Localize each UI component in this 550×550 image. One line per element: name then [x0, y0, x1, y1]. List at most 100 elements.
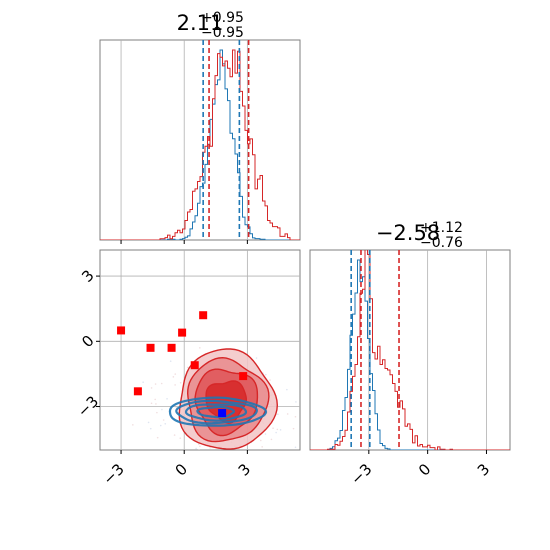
sample-dot	[229, 473, 231, 475]
panel-bottom-right-title: −2.58	[376, 221, 440, 245]
panel-top-left-title: 2.11	[177, 11, 224, 35]
sample-dot	[294, 415, 297, 418]
y-tick-label: −3	[74, 392, 102, 420]
x-tick-label: −3	[347, 460, 375, 488]
histogram-blue	[310, 259, 510, 450]
sample-dot	[160, 382, 163, 385]
sample-dot	[264, 373, 267, 376]
red-square-marker	[117, 326, 126, 335]
sample-dot	[252, 452, 254, 454]
sample-dot	[197, 443, 200, 446]
y-tick-label: 3	[78, 266, 97, 285]
sample-dot	[233, 457, 235, 459]
blue-contour	[175, 399, 258, 425]
title-value: 2.11	[177, 11, 224, 35]
sample-dot	[142, 381, 144, 384]
histogram-red	[100, 49, 300, 240]
panel-top-left-ticks	[120, 240, 248, 244]
x-tick-label: 3	[235, 460, 254, 479]
sample-dot	[179, 381, 182, 384]
sample-dot	[294, 446, 297, 449]
sample-dot	[264, 433, 267, 435]
sample-dot	[174, 384, 176, 386]
sample-dot	[156, 436, 159, 439]
marker-points	[117, 311, 248, 418]
red-square-marker	[167, 343, 176, 352]
title-value: −2.58	[376, 221, 440, 245]
panel-top-left-quantile-lines	[202, 40, 250, 240]
sample-dot	[198, 449, 200, 450]
sample-dot	[270, 438, 273, 441]
sample-dot	[132, 424, 134, 426]
red-square-marker	[133, 387, 142, 396]
sample-dot	[269, 379, 271, 381]
sample-dot	[213, 467, 215, 469]
panel-bottom-right-histograms	[310, 250, 510, 450]
sample-dot	[156, 411, 158, 414]
sample-dot	[255, 357, 258, 359]
sample-dot	[295, 401, 297, 403]
blue-square-marker	[218, 409, 227, 418]
sample-dot	[277, 413, 279, 416]
sample-dot	[156, 451, 158, 453]
sample-dot	[199, 347, 201, 349]
sample-dot	[193, 450, 195, 452]
panel-bottom-right-ticks: −3 0 3	[347, 450, 493, 488]
x-tick-label: 0	[415, 460, 434, 479]
x-tick-label: 0	[172, 460, 191, 479]
sample-dot	[161, 408, 163, 411]
sample-dot	[195, 447, 197, 450]
sample-dot	[174, 373, 177, 375]
sample-dot	[179, 437, 182, 439]
sample-dot	[169, 360, 172, 363]
sample-dot	[162, 419, 165, 421]
red-square-marker	[199, 311, 208, 320]
x-tick-label: −3	[100, 460, 128, 488]
sample-dot	[276, 428, 279, 431]
blue-contour	[184, 403, 248, 422]
sample-dot	[164, 422, 167, 425]
panel-bottom-right-quantile-lines	[350, 250, 400, 450]
sample-dot	[172, 376, 175, 378]
sample-dot	[279, 429, 282, 431]
title-minus: −0.95	[201, 25, 244, 41]
sample-dot	[158, 454, 160, 456]
red-square-marker	[146, 343, 155, 352]
sample-dot	[149, 427, 152, 430]
panel-top-left-frame	[99, 39, 301, 241]
sample-dot	[147, 421, 150, 424]
sample-dot	[225, 451, 227, 453]
sample-dot	[286, 388, 288, 391]
sample-dot	[242, 451, 244, 453]
red-square-marker	[178, 328, 187, 337]
x-tick-label: 3	[474, 460, 493, 479]
contour-sets	[168, 348, 279, 450]
sample-dot	[159, 424, 162, 427]
sample-dot	[292, 427, 295, 430]
panel-bottom-right-frame	[309, 249, 511, 451]
sample-dot	[245, 460, 247, 462]
title-plus: +0.95	[201, 10, 244, 26]
sample-dot	[272, 427, 274, 430]
histogram-red	[310, 250, 510, 450]
title-minus: −0.76	[420, 235, 463, 251]
panel-top-left: 2.11 +0.95 −0.95	[99, 10, 301, 244]
sample-dot	[154, 398, 156, 401]
sample-dot	[166, 397, 168, 400]
blue-contour	[168, 396, 268, 427]
sample-dot	[209, 447, 211, 449]
sample-dot	[259, 439, 262, 442]
sample-dot	[224, 454, 226, 456]
y-tick-label: 0	[78, 332, 97, 351]
sample-dot	[199, 445, 201, 448]
red-square-marker	[190, 361, 199, 370]
sample-dot	[150, 402, 153, 405]
sample-dot	[173, 434, 176, 436]
sample-dot	[150, 387, 153, 389]
red-square-marker	[239, 372, 248, 381]
sample-dot	[154, 383, 157, 385]
sample-dot	[186, 366, 189, 369]
sample-dot	[275, 431, 277, 434]
panel-bottom-right: −3 0 3 −2.58 +1.12 −0.76	[309, 220, 511, 488]
